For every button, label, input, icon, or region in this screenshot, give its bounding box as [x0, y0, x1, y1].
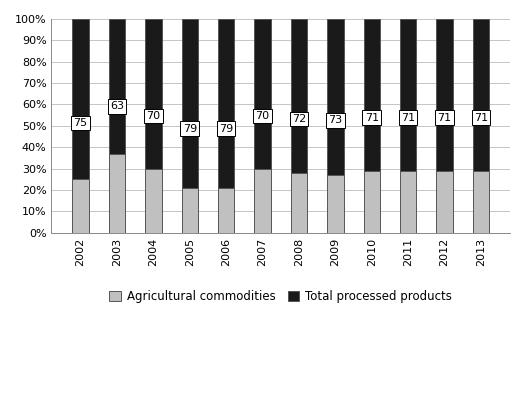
- Bar: [109, 154, 125, 233]
- Bar: [400, 19, 416, 171]
- Bar: [327, 175, 343, 233]
- Bar: [364, 171, 380, 233]
- Bar: [327, 19, 343, 175]
- Bar: [254, 169, 271, 233]
- Text: 71: 71: [365, 113, 379, 123]
- Text: 79: 79: [183, 124, 197, 134]
- Text: 71: 71: [437, 113, 452, 123]
- Bar: [72, 179, 89, 233]
- Bar: [145, 169, 162, 233]
- Bar: [145, 19, 162, 169]
- Bar: [291, 173, 307, 233]
- Text: 71: 71: [474, 113, 488, 123]
- Text: 63: 63: [110, 101, 124, 111]
- Bar: [291, 19, 307, 173]
- Text: 70: 70: [256, 111, 270, 121]
- Bar: [364, 19, 380, 171]
- Text: 72: 72: [292, 114, 306, 124]
- Bar: [436, 19, 453, 171]
- Text: 73: 73: [328, 115, 342, 125]
- Bar: [218, 19, 234, 188]
- Legend: Agricultural commodities, Total processed products: Agricultural commodities, Total processe…: [104, 285, 457, 308]
- Bar: [72, 19, 89, 179]
- Text: 79: 79: [219, 124, 233, 134]
- Text: 70: 70: [146, 111, 161, 121]
- Bar: [182, 188, 198, 233]
- Text: 75: 75: [74, 118, 88, 128]
- Bar: [254, 19, 271, 169]
- Bar: [400, 171, 416, 233]
- Text: 71: 71: [401, 113, 415, 123]
- Bar: [109, 19, 125, 154]
- Bar: [436, 171, 453, 233]
- Bar: [182, 19, 198, 188]
- Bar: [218, 188, 234, 233]
- Bar: [473, 171, 489, 233]
- Bar: [473, 19, 489, 171]
